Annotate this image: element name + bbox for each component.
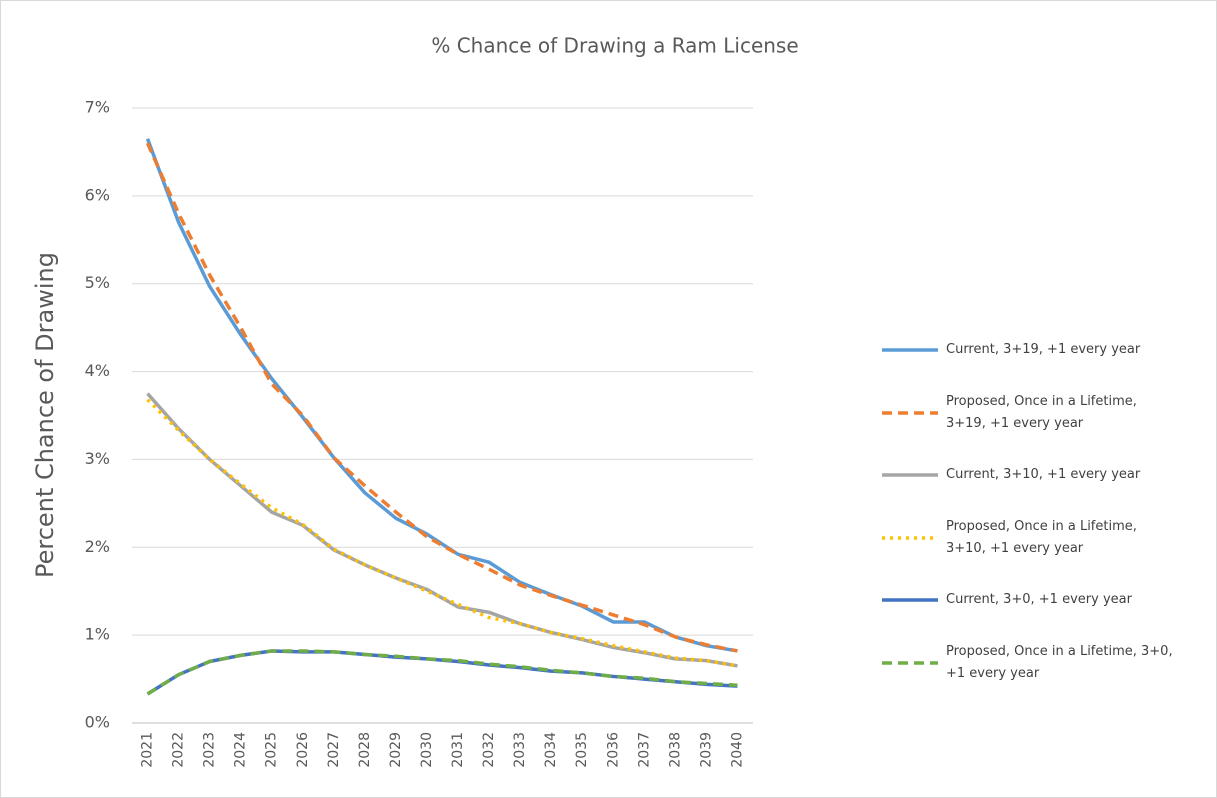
x-tick-label: 2037 <box>636 732 652 768</box>
legend-label: Proposed, Once in a Lifetime, 3+19, +1 e… <box>946 393 1137 431</box>
legend-label: Proposed, Once in a Lifetime, 3+0, +1 ev… <box>946 643 1173 681</box>
y-axis-title: Percent Chance of Drawing <box>31 252 59 578</box>
x-tick-label: 2032 <box>481 732 497 768</box>
y-tick-label: 7% <box>85 98 110 117</box>
y-tick-label: 1% <box>85 625 110 644</box>
legend-swatch <box>882 348 938 352</box>
x-tick-label: 2025 <box>264 732 280 768</box>
y-tick-label: 4% <box>85 361 110 380</box>
series-line <box>145 142 738 653</box>
y-tick-label: 2% <box>85 537 110 556</box>
series-line <box>146 649 738 696</box>
legend-swatch <box>882 535 938 540</box>
legend-entry: Proposed, Once in a Lifetime, 3+19, +1 e… <box>880 391 1200 435</box>
y-tick-label: 6% <box>85 185 110 204</box>
x-tick-label: 2028 <box>357 732 373 768</box>
legend-label: Proposed, Once in a Lifetime, 3+10, +1 e… <box>946 518 1137 556</box>
chart-title: % Chance of Drawing a Ram License <box>431 34 798 58</box>
legend-entry: Proposed, Once in a Lifetime, 3+10, +1 e… <box>880 516 1200 560</box>
x-tick-label: 2027 <box>326 732 342 768</box>
x-tick-label: 2026 <box>295 732 311 768</box>
legend-swatch <box>882 473 938 477</box>
legend-label: Current, 3+19, +1 every year <box>946 342 1141 357</box>
x-tick-label: 2023 <box>202 732 218 768</box>
x-tick-label: 2038 <box>667 732 683 768</box>
y-tick-label: 0% <box>85 713 110 732</box>
y-tick-label: 5% <box>85 273 110 292</box>
x-tick-label: 2030 <box>419 732 435 768</box>
x-tick-label: 2035 <box>574 732 590 768</box>
legend-entry: Proposed, Once in a Lifetime, 3+0, +1 ev… <box>880 641 1200 685</box>
x-tick-label: 2039 <box>698 732 714 768</box>
legend-entry: Current, 3+19, +1 every year <box>880 339 1200 361</box>
x-tick-label: 2031 <box>450 732 466 768</box>
x-tick-label: 2021 <box>140 732 156 768</box>
legend-swatch <box>882 598 938 602</box>
legend-swatch <box>882 410 938 415</box>
series-line <box>145 138 738 653</box>
legend-swatch <box>882 660 938 665</box>
series-line <box>146 392 738 668</box>
y-tick-label: 3% <box>85 449 110 468</box>
legend-entry: Current, 3+0, +1 every year <box>880 589 1200 611</box>
legend-label: Current, 3+10, +1 every year <box>946 467 1141 482</box>
x-tick-label: 2022 <box>171 732 187 768</box>
x-tick-label: 2024 <box>233 732 249 768</box>
legend-entry: Current, 3+10, +1 every year <box>880 464 1200 486</box>
x-tick-label: 2040 <box>729 732 745 768</box>
x-tick-label: 2036 <box>605 732 621 768</box>
x-tick-label: 2034 <box>543 732 559 768</box>
x-tick-label: 2029 <box>388 732 404 768</box>
x-tick-label: 2033 <box>512 732 528 768</box>
legend-label: Current, 3+0, +1 every year <box>946 592 1132 607</box>
